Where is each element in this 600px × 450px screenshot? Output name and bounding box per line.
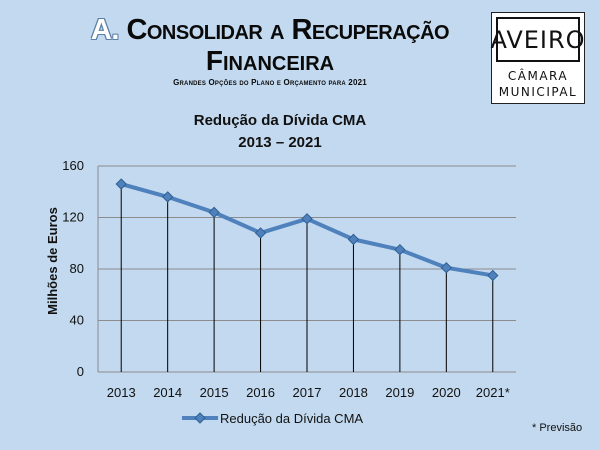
x-tick-label: 2014 bbox=[153, 385, 182, 400]
title-letter: A. bbox=[90, 14, 120, 46]
x-tick-label: 2021* bbox=[476, 385, 510, 400]
x-tick-label: 2018 bbox=[339, 385, 368, 400]
data-point bbox=[440, 262, 453, 274]
y-tick-label: 80 bbox=[70, 261, 84, 276]
aveiro-logo: AVEIRO CÂMARA MUNICIPAL bbox=[490, 12, 585, 104]
logo-name: AVEIRO bbox=[490, 17, 585, 62]
data-point bbox=[161, 191, 174, 203]
data-point bbox=[254, 227, 267, 239]
slide-title: A. Consolidar a Recuperação Financeira G… bbox=[60, 16, 480, 87]
subtitle: Grandes Opções do Plano e Orçamento para… bbox=[173, 78, 367, 87]
logo-line2: MUNICIPAL bbox=[498, 85, 578, 99]
data-point bbox=[347, 233, 360, 246]
data-point bbox=[301, 213, 313, 225]
legend-label: Redução da Dívida CMA bbox=[220, 411, 363, 426]
y-tick-label: 160 bbox=[62, 158, 84, 173]
logo-line1: CÂMARA bbox=[507, 69, 569, 83]
x-tick-label: 2017 bbox=[293, 385, 322, 400]
data-point bbox=[115, 178, 127, 190]
title-line2: Financeira bbox=[205, 45, 335, 76]
x-tick-label: 2019 bbox=[385, 385, 414, 400]
x-tick-label: 2013 bbox=[107, 385, 136, 400]
y-tick-label: 120 bbox=[62, 210, 84, 225]
y-axis-label: Milhões de Euros bbox=[45, 207, 60, 315]
x-tick-label: 2020 bbox=[432, 385, 461, 400]
y-tick-label: 40 bbox=[70, 313, 84, 328]
x-tick-label: 2015 bbox=[200, 385, 229, 400]
data-point bbox=[208, 206, 220, 219]
x-tick-label: 2016 bbox=[246, 385, 275, 400]
chart-title: Redução da Dívida CMA bbox=[193, 112, 367, 129]
chart-subtitle: 2013 – 2021 bbox=[238, 134, 322, 151]
footnote: * Previsão bbox=[532, 422, 583, 434]
data-point bbox=[487, 269, 499, 282]
title-line1: Consolidar a Recuperação bbox=[126, 14, 450, 46]
legend-marker bbox=[194, 412, 206, 424]
data-point bbox=[394, 243, 406, 256]
y-tick-label: 0 bbox=[77, 364, 84, 379]
